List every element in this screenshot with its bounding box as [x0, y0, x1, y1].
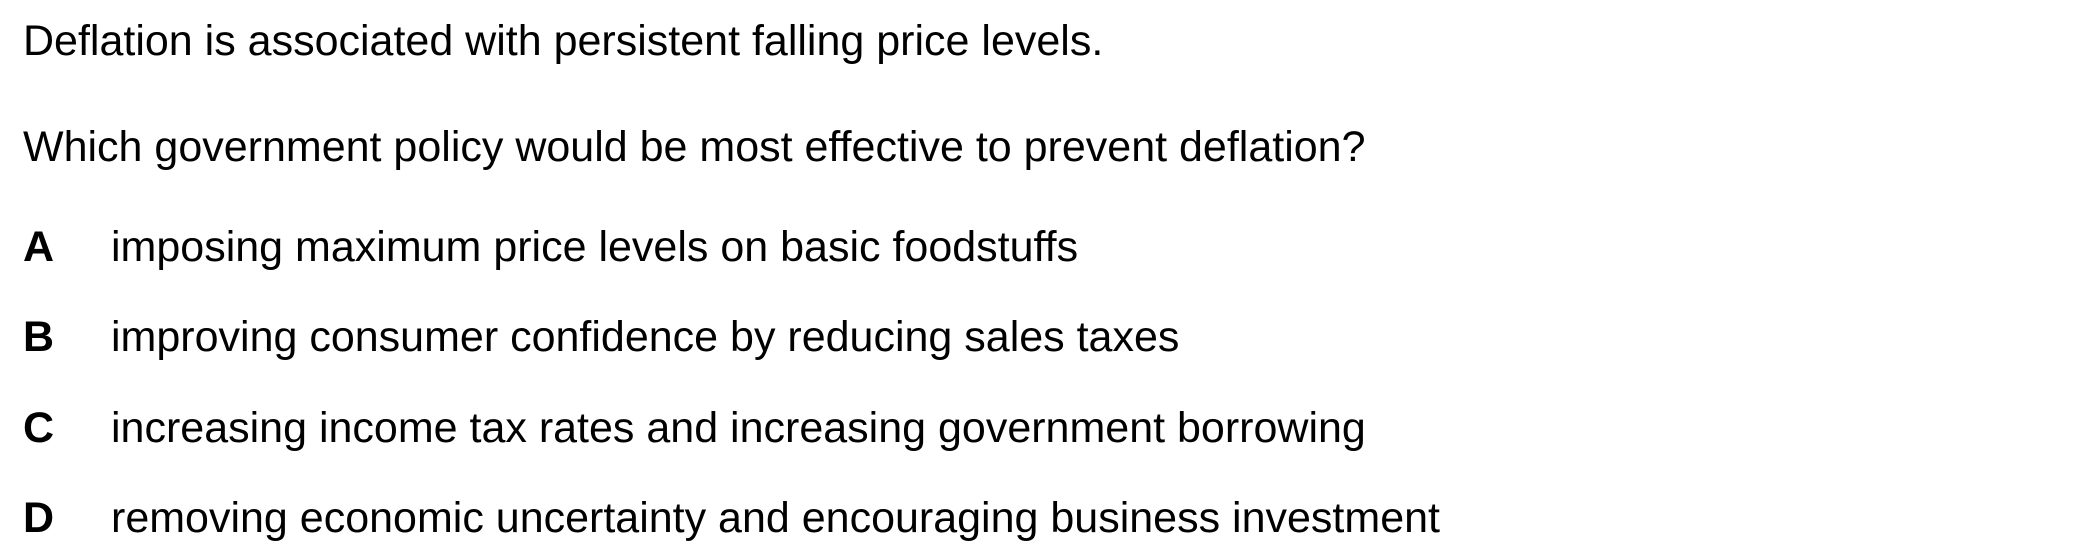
option-text: imposing maximum price levels on basic f… — [111, 223, 1079, 271]
option-letter: B — [23, 313, 55, 361]
option-text: improving consumer confidence by reducin… — [111, 313, 1180, 361]
option-letter: A — [23, 223, 55, 271]
option-d[interactable]: D removing economic uncertainty and enco… — [23, 497, 1440, 547]
option-text: increasing income tax rates and increasi… — [111, 404, 1366, 452]
question-statement: Deflation is associated with persistent … — [23, 17, 1104, 65]
option-letter: D — [23, 494, 55, 542]
option-letter: C — [23, 404, 55, 452]
option-text: removing economic uncertainty and encour… — [111, 494, 1440, 542]
question-prompt: Which government policy would be most ef… — [23, 123, 1366, 171]
option-c[interactable]: C increasing income tax rates and increa… — [23, 407, 1366, 457]
option-b[interactable]: B improving consumer confidence by reduc… — [23, 316, 1179, 366]
option-a[interactable]: A imposing maximum price levels on basic… — [23, 226, 1078, 276]
